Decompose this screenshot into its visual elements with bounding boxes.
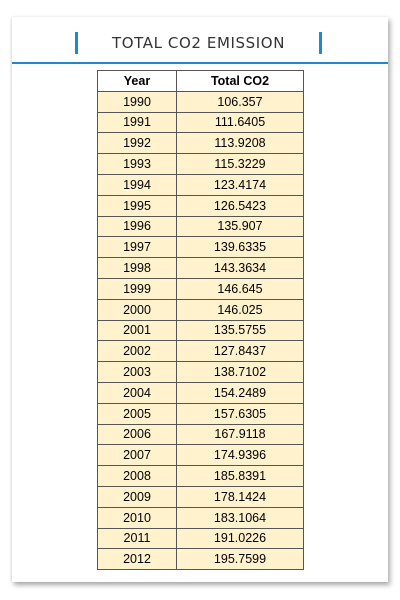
cell-year: 2011 (97, 527, 177, 550)
cell-total-co2: 135.5755 (176, 319, 304, 342)
table-row: 2012 195.7599 (97, 548, 304, 571)
table-row: 2008 185.8391 (97, 465, 304, 487)
table-row: 1992 113.9208 (97, 132, 304, 155)
cell-total-co2: 139.6335 (176, 236, 304, 259)
table-row: 1996 135.907 (97, 215, 304, 238)
cell-year: 1998 (97, 257, 177, 279)
cell-total-co2: 178.1424 (176, 485, 304, 508)
cell-total-co2: 146.645 (176, 277, 304, 300)
cell-total-co2: 138.7102 (176, 361, 304, 383)
header: TOTAL CO2 EMISSION (12, 17, 388, 64)
cell-total-co2: 126.5423 (176, 194, 304, 217)
page-title: TOTAL CO2 EMISSION (111, 34, 286, 52)
cell-total-co2: 106.357 (176, 90, 304, 113)
table-header-row: Year Total CO2 (97, 70, 304, 92)
cell-year: 1995 (97, 194, 177, 217)
cell-year: 1990 (97, 90, 177, 113)
table-row: 1999 146.645 (97, 277, 304, 300)
cell-year: 1993 (97, 153, 177, 175)
table-row: 1997 139.6335 (97, 236, 304, 259)
column-header-year: Year (97, 70, 177, 92)
table-row: 1998 143.3634 (97, 257, 304, 279)
table-row: 2009 178.1424 (97, 485, 304, 508)
table-row: 2006 167.9118 (97, 423, 304, 446)
table-row: 2005 157.6305 (97, 402, 304, 425)
table-row: 2007 174.9396 (97, 444, 304, 467)
header-accent-bar-left (75, 32, 78, 54)
cell-year: 2007 (97, 444, 177, 467)
cell-total-co2: 185.8391 (176, 465, 304, 487)
table-row: 2010 183.1064 (97, 506, 304, 529)
co2-table: Year Total CO2 1990 106.357 1991 111.6405 19… (97, 70, 304, 571)
header-divider (12, 62, 388, 64)
cell-year: 1996 (97, 215, 177, 238)
cell-year: 2012 (97, 548, 177, 571)
table-row: 1993 115.3229 (97, 153, 304, 175)
table-body: 1990 106.357 1991 111.6405 1992 113.9208 1993 1… (97, 90, 304, 571)
cell-total-co2: 123.4174 (176, 173, 304, 196)
cell-total-co2: 157.6305 (176, 402, 304, 425)
cell-total-co2: 183.1064 (176, 506, 304, 529)
table-row: 1994 123.4174 (97, 173, 304, 196)
header-accent-bar-right (319, 32, 322, 54)
cell-year: 2000 (97, 298, 177, 321)
cell-year: 1999 (97, 277, 177, 300)
cell-total-co2: 143.3634 (176, 257, 304, 279)
cell-year: 2004 (97, 381, 177, 404)
cell-total-co2: 195.7599 (176, 548, 304, 571)
cell-year: 2005 (97, 402, 177, 425)
table-row: 2003 138.7102 (97, 361, 304, 383)
cell-year: 2003 (97, 361, 177, 383)
cell-total-co2: 154.2489 (176, 381, 304, 404)
document-page: TOTAL CO2 EMISSION Year Total CO2 1990 10… (12, 17, 388, 582)
cell-year: 1994 (97, 173, 177, 196)
cell-total-co2: 174.9396 (176, 444, 304, 467)
cell-total-co2: 167.9118 (176, 423, 304, 446)
table-row: 2000 146.025 (97, 298, 304, 321)
cell-total-co2: 113.9208 (176, 132, 304, 155)
cell-year: 2010 (97, 506, 177, 529)
cell-total-co2: 135.907 (176, 215, 304, 238)
table-row: 1990 106.357 (97, 90, 304, 113)
cell-year: 1997 (97, 236, 177, 259)
cell-year: 1991 (97, 111, 177, 134)
table-row: 1991 111.6405 (97, 111, 304, 134)
cell-total-co2: 115.3229 (176, 153, 304, 175)
column-header-total-co2: Total CO2 (176, 70, 304, 92)
table-row: 2002 127.8437 (97, 340, 304, 363)
cell-year: 2006 (97, 423, 177, 446)
table-row: 2004 154.2489 (97, 381, 304, 404)
cell-year: 1992 (97, 132, 177, 155)
cell-total-co2: 127.8437 (176, 340, 304, 363)
cell-total-co2: 146.025 (176, 298, 304, 321)
cell-total-co2: 191.0226 (176, 527, 304, 550)
cell-year: 2001 (97, 319, 177, 342)
cell-year: 2008 (97, 465, 177, 487)
table-row: 1995 126.5423 (97, 194, 304, 217)
cell-total-co2: 111.6405 (176, 111, 304, 134)
cell-year: 2002 (97, 340, 177, 363)
cell-year: 2009 (97, 485, 177, 508)
table-row: 2001 135.5755 (97, 319, 304, 342)
table-row: 2011 191.0226 (97, 527, 304, 550)
